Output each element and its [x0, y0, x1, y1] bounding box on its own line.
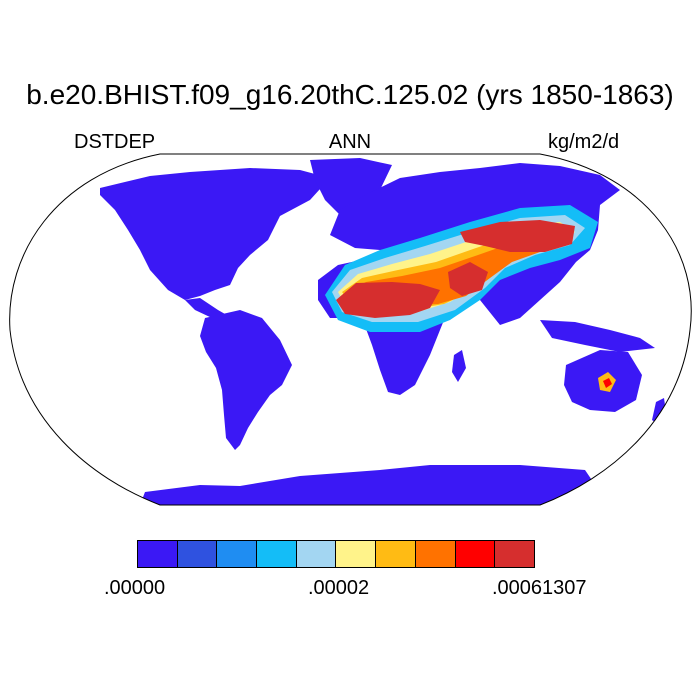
units-label: kg/m2/d [548, 131, 620, 153]
south-america-landmass [200, 310, 292, 450]
colorbar-swatch-7 [375, 540, 416, 568]
colorbar-swatch-6 [335, 540, 377, 568]
colorbar-swatch-5 [295, 540, 337, 568]
antarctica-landmass [140, 465, 600, 505]
greenland-landmass [310, 158, 392, 215]
madagascar-landmass [452, 350, 466, 382]
season-label: ANN [328, 131, 372, 153]
colorbar-tick-min: .00000 [104, 577, 166, 599]
colorbar [137, 540, 535, 568]
indonesia-landmass [540, 320, 655, 352]
colorbar-swatch-1 [137, 540, 178, 568]
north-america-landmass [100, 168, 330, 300]
sahara-core [336, 282, 440, 318]
variable-label: DSTDEP [74, 131, 156, 153]
colorbar-swatch-4 [256, 540, 297, 568]
colorbar-swatch-9 [454, 540, 496, 568]
australia-dust-core [603, 378, 612, 388]
plot-title: b.e20.BHIST.f09_g16.20thC.125.02 (yrs 18… [26, 79, 674, 110]
colorbar-tick-max: .00061307 [492, 577, 587, 599]
arabia-core [448, 262, 488, 296]
colorbar-swatch-10 [494, 540, 535, 568]
colorbar-swatch-3 [216, 540, 258, 568]
map-outline [9, 153, 692, 506]
colorbar-swatch-2 [176, 540, 218, 568]
colorbar-swatch-8 [414, 540, 456, 568]
central-asia-core [460, 220, 575, 252]
colorbar-tick-mid: .00002 [308, 577, 370, 599]
